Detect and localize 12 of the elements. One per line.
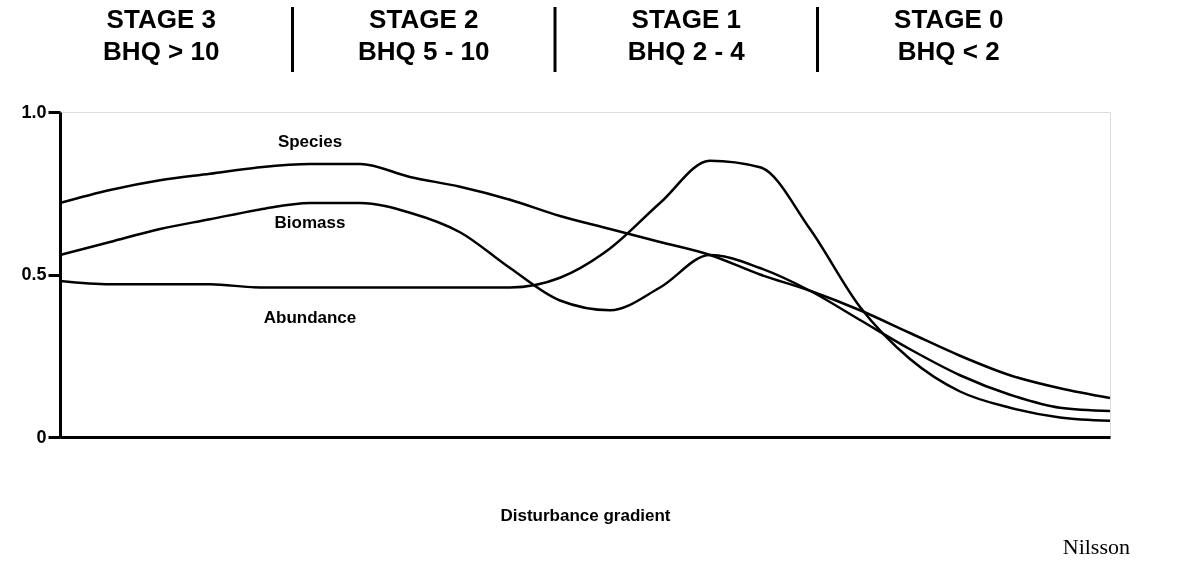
text: STAGE 3 BHQ > 10 — [103, 4, 220, 66]
series-label: Biomass — [274, 213, 346, 232]
x-axis-title: Disturbance gradient — [500, 505, 671, 525]
text: STAGE 1 BHQ 2 - 4 — [627, 4, 746, 66]
text: STAGE 2 BHQ 5 - 10 — [358, 4, 490, 66]
series-label: Species — [277, 132, 343, 151]
y-tick-label: 1.0 — [21, 101, 47, 122]
series-label: Abundance — [263, 307, 357, 327]
y-tick-label: 0.5 — [21, 264, 47, 284]
text: Nilsson — [1062, 534, 1130, 559]
y-tick-label: 0 — [36, 426, 47, 447]
text: STAGE 0 BHQ < 2 — [894, 4, 1004, 66]
